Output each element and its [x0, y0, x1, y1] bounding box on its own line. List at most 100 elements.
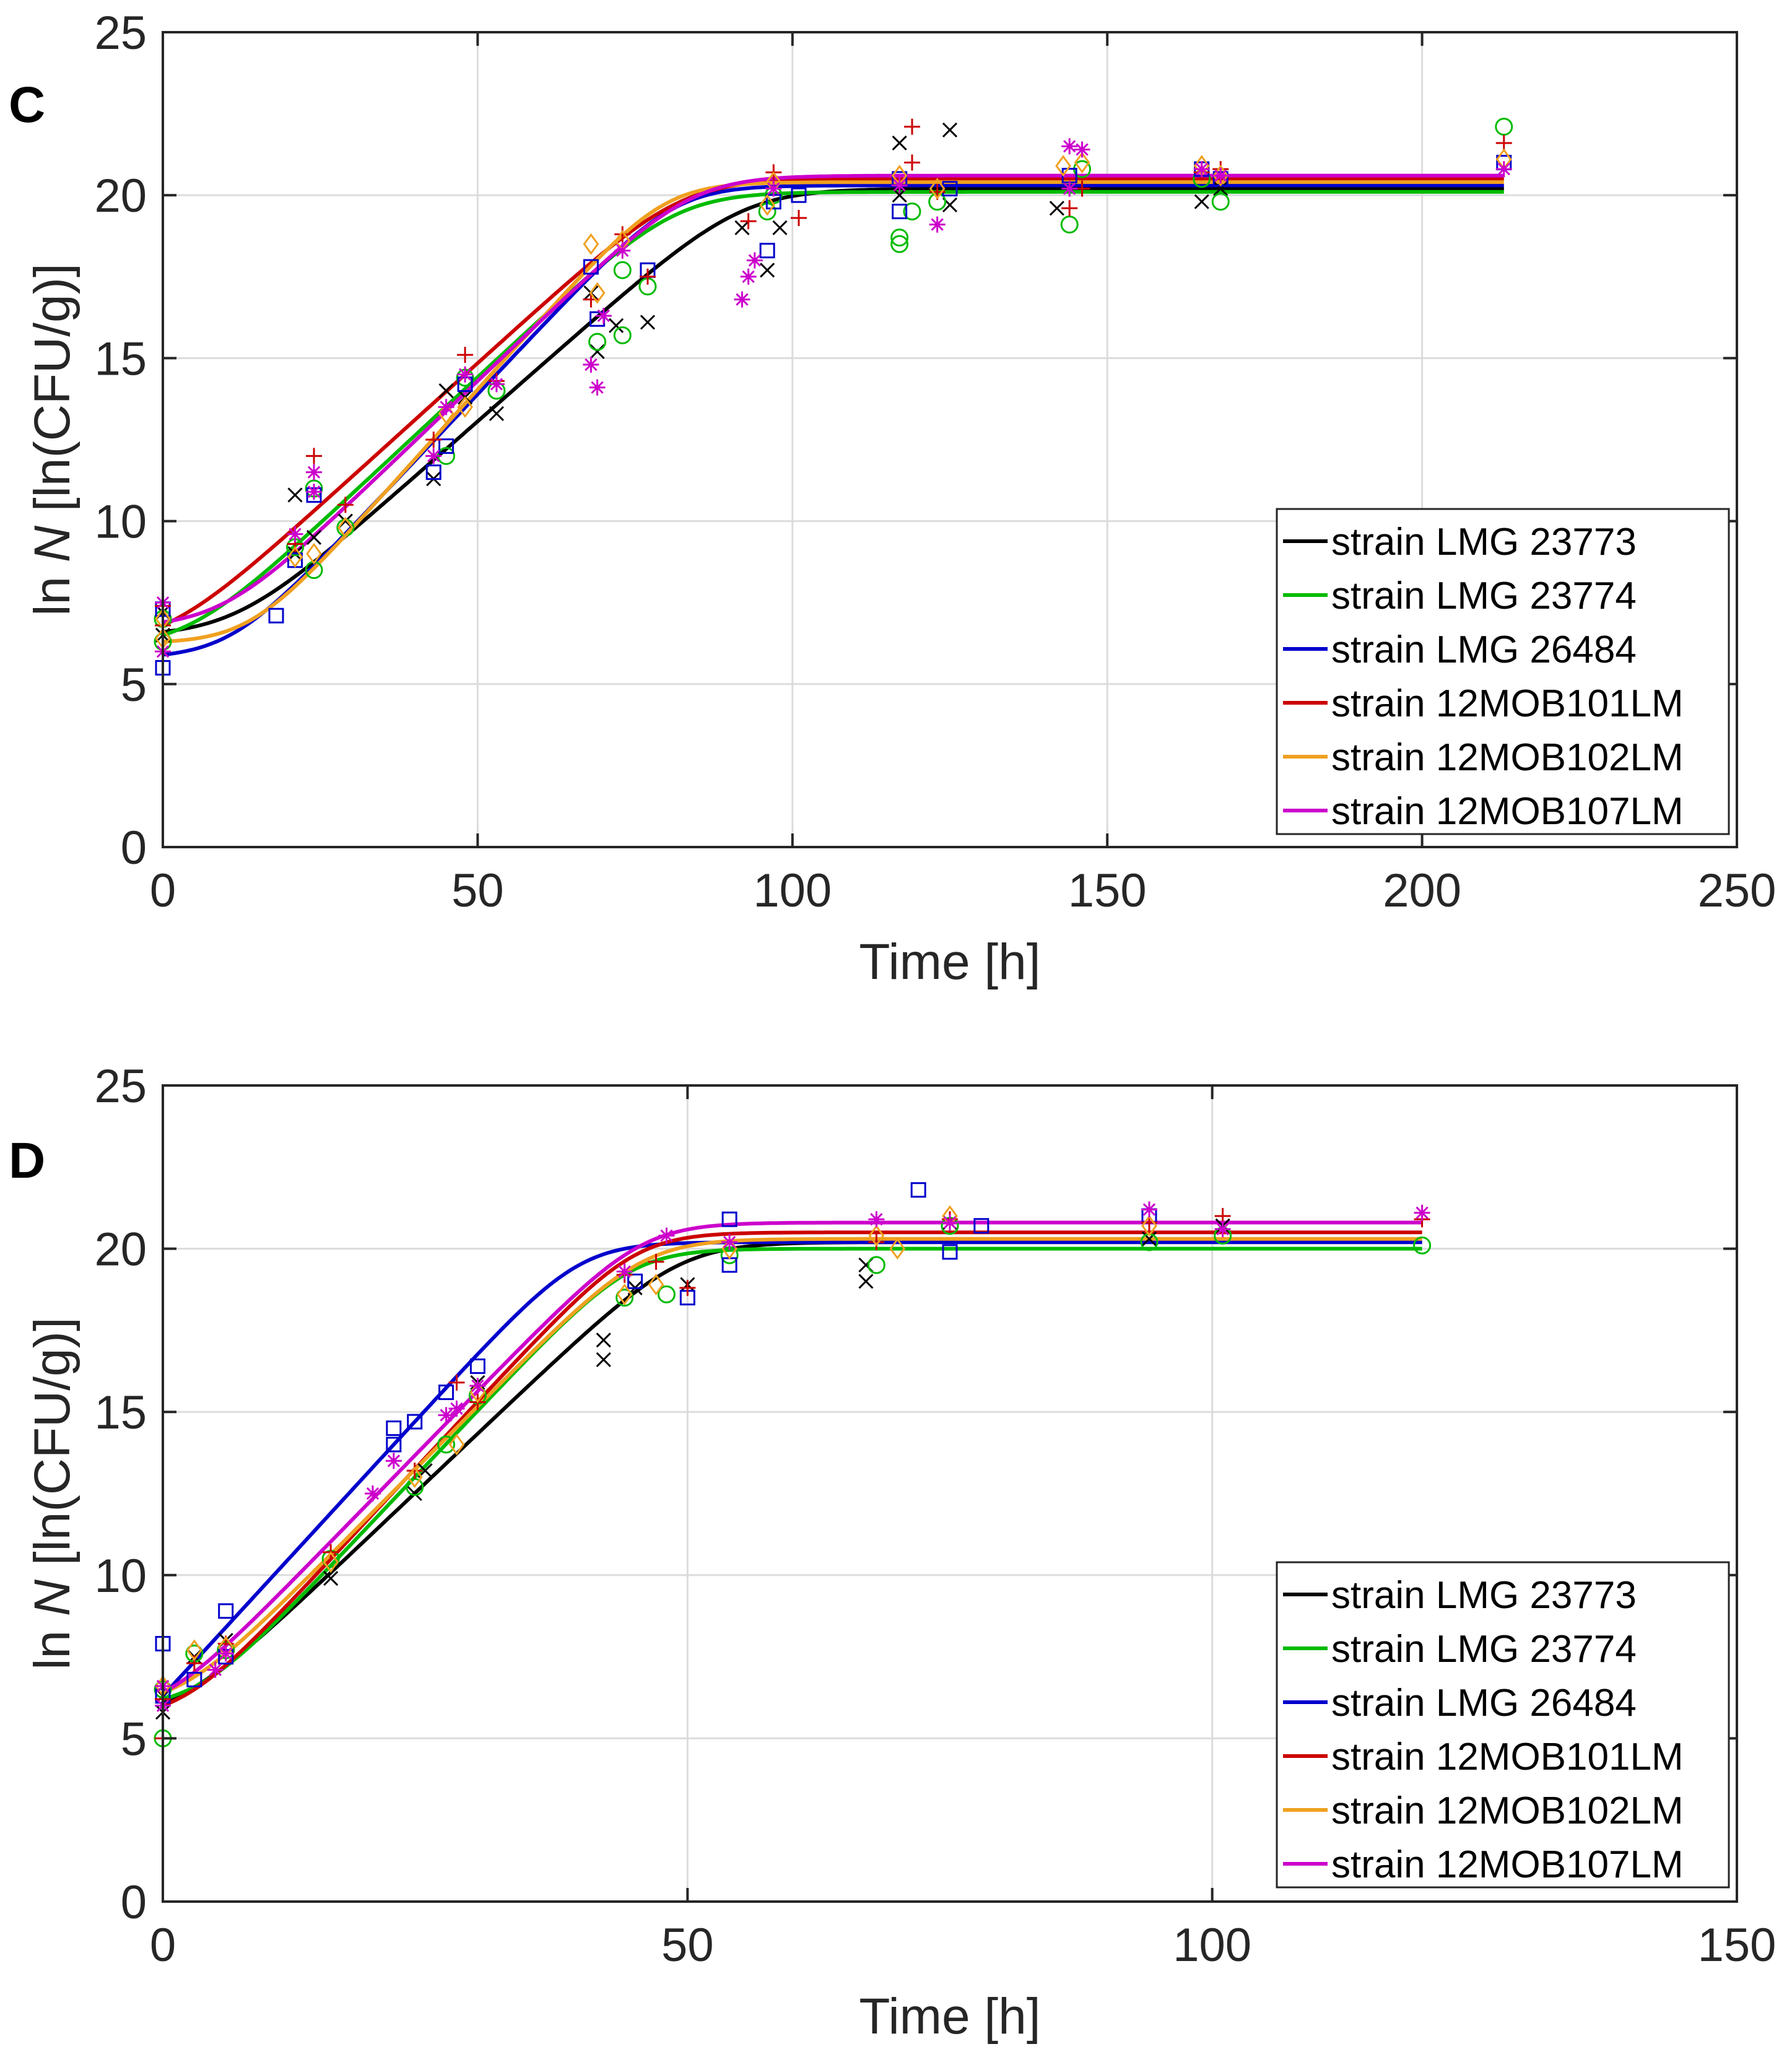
legend-label: strain LMG 23774	[1331, 1628, 1637, 1671]
data-point	[639, 268, 656, 285]
legend-label: strain LMG 26484	[1331, 628, 1637, 671]
data-point	[614, 226, 631, 243]
data-point	[1495, 134, 1512, 151]
data-point	[306, 529, 322, 545]
data-point	[892, 135, 907, 151]
x-tick-label: 50	[661, 1919, 714, 1972]
data-point	[596, 1352, 611, 1367]
panel-d-tick-labels: 0 50 100 150 0 5 10 15 20 25	[94, 1060, 1776, 1972]
data-point	[1141, 1215, 1157, 1237]
panel-d: D 0 50 100 150 0 5 10 15 20 25 Time [h] ln N [ln(…	[9, 1060, 1776, 2045]
data-point	[438, 399, 455, 415]
data-point	[306, 484, 323, 500]
panel-d-y-axis-label: ln N [ln(CFU/g)]	[24, 1317, 80, 1670]
data-point	[583, 356, 599, 373]
data-point	[589, 379, 606, 396]
data-point	[1413, 1236, 1432, 1255]
y-label-suffix: [ln(CFU/g)]	[24, 1317, 80, 1580]
data-point	[438, 1407, 455, 1424]
legend-label: strain 12MOB107LM	[1331, 790, 1684, 833]
data-point	[457, 396, 473, 418]
data-point	[929, 216, 946, 233]
data-point	[438, 1385, 455, 1401]
y-tick-label: 10	[94, 1550, 147, 1603]
x-tick-label: 50	[451, 864, 504, 917]
data-point	[406, 1463, 423, 1479]
data-point	[589, 282, 606, 304]
legend-label: strain 12MOB107LM	[1331, 1843, 1684, 1886]
data-point	[469, 1358, 485, 1374]
data-point	[648, 1274, 664, 1296]
data-point	[868, 1224, 885, 1247]
series-markers	[155, 1182, 1157, 1704]
panel-c: C 0 50 100 150 200 250 0 5 10 15 20 25 Time [h] ln …	[9, 7, 1776, 990]
panel-label-d: D	[9, 1133, 45, 1189]
data-point	[186, 1672, 202, 1688]
data-point	[903, 202, 921, 221]
data-point	[489, 406, 504, 421]
y-label-suffix: [ln(CFU/g)]	[24, 263, 80, 526]
data-point	[1212, 167, 1229, 184]
data-point	[1193, 161, 1210, 178]
data-point	[1141, 1201, 1157, 1218]
data-point	[596, 1333, 611, 1348]
legend-label: strain 12MOB102LM	[1331, 1790, 1684, 1832]
y-label-var: N	[24, 1579, 80, 1616]
data-point	[721, 1234, 738, 1251]
data-point	[457, 366, 474, 383]
data-point	[1060, 215, 1079, 234]
data-point	[942, 122, 958, 137]
data-point	[469, 1378, 486, 1394]
data-point	[1495, 118, 1513, 136]
data-point	[268, 607, 284, 624]
data-point	[759, 243, 775, 259]
data-point	[1061, 138, 1078, 155]
data-point	[615, 1289, 634, 1307]
legend-box	[1276, 1561, 1730, 1889]
data-point	[1055, 155, 1071, 177]
data-point	[306, 542, 322, 565]
panel-c-x-axis-label: Time [h]	[859, 934, 1040, 990]
data-point	[791, 187, 807, 203]
data-point	[891, 177, 908, 194]
data-point	[1211, 193, 1230, 211]
data-point	[1049, 201, 1064, 216]
data-point	[858, 1274, 874, 1289]
data-point	[186, 1655, 202, 1672]
fit-curve	[162, 1237, 1422, 1695]
data-point	[890, 228, 909, 247]
data-point	[942, 1214, 958, 1231]
panel-d-legend: strain LMG 23773 strain LMG 23774 strain L…	[1276, 1561, 1730, 1889]
data-point	[867, 1256, 885, 1274]
data-point	[488, 376, 505, 393]
data-point	[613, 261, 632, 279]
data-point	[890, 235, 909, 253]
data-point	[1495, 161, 1512, 178]
legend-label: strain LMG 23773	[1331, 521, 1637, 563]
data-point	[425, 432, 442, 448]
data-point	[1074, 141, 1090, 158]
legend-label: strain LMG 23773	[1331, 1574, 1637, 1617]
data-point	[386, 1420, 402, 1437]
data-point	[746, 252, 763, 269]
x-tick-label: 100	[1173, 1919, 1251, 1972]
y-label-prefix: ln	[24, 562, 80, 616]
data-point	[337, 516, 354, 539]
data-point	[1214, 1220, 1231, 1237]
legend-label: strain 12MOB102LM	[1331, 736, 1684, 779]
data-point	[425, 464, 441, 481]
data-point	[218, 1603, 234, 1619]
data-point	[457, 347, 474, 363]
data-point	[889, 1238, 906, 1260]
x-tick-label: 250	[1698, 864, 1777, 917]
data-point	[364, 1485, 381, 1502]
data-point	[323, 1551, 339, 1573]
data-point	[425, 448, 442, 464]
data-point	[616, 1283, 633, 1305]
data-point	[583, 233, 599, 255]
data-point	[613, 326, 632, 345]
legend-label: strain 12MOB101LM	[1331, 1736, 1684, 1778]
legend-label: strain 12MOB101LM	[1331, 682, 1684, 725]
y-tick-label: 0	[121, 1876, 147, 1929]
data-point	[287, 487, 303, 503]
